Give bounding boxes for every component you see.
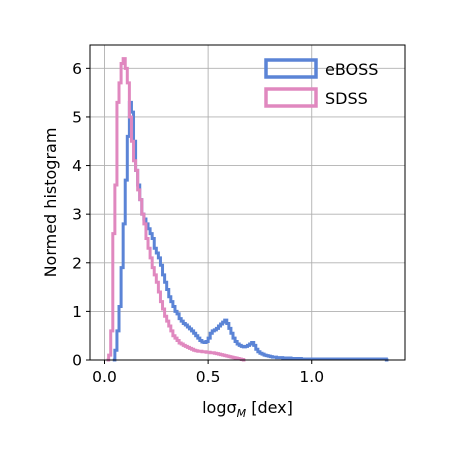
y-tick-label: 5	[72, 108, 82, 126]
plot-frame	[89, 44, 406, 361]
x-tick-label: 0.0	[92, 368, 117, 386]
histogram-step-sdss	[106, 57, 246, 362]
axis-ticks: 0.0 0.5 1.0 0 1 2 3 4 5 6	[72, 60, 324, 386]
y-axis-label: Normed histogram	[41, 128, 60, 278]
x-axis-label: logσM [dex]	[202, 398, 293, 420]
y-tick-label: 2	[72, 254, 82, 272]
y-tick-label: 1	[72, 303, 82, 321]
y-tick-label: 4	[72, 157, 82, 175]
y-tick-label: 0	[72, 352, 82, 370]
x-tick-label: 1.0	[299, 368, 324, 386]
legend-label-eboss: eBOSS	[325, 60, 378, 79]
legend: eBOSS SDSS	[264, 58, 378, 108]
legend-label-sdss: SDSS	[325, 89, 368, 108]
histogram-step-eboss	[112, 100, 389, 362]
legend-swatch-eboss	[264, 58, 318, 79]
y-tick-label: 6	[72, 60, 82, 78]
histogram-series	[106, 57, 389, 362]
x-tick-label: 0.5	[196, 368, 221, 386]
y-tick-label: 3	[72, 206, 82, 224]
legend-swatch-sdss	[264, 87, 318, 108]
